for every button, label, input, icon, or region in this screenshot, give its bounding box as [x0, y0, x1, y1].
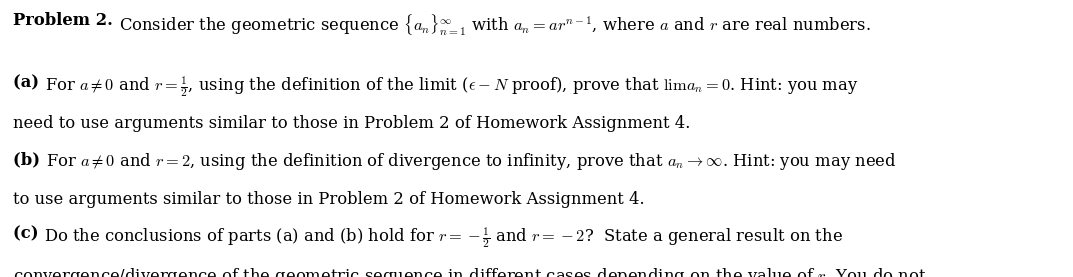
Text: Consider the geometric sequence $\{a_n\}_{n=1}^{\infty}$ with $a_n = ar^{n-1}$, : Consider the geometric sequence $\{a_n\}… — [118, 12, 870, 38]
Text: For $a \neq 0$ and $r = \frac{1}{2}$, using the definition of the limit ($\epsil: For $a \neq 0$ and $r = \frac{1}{2}$, us… — [45, 75, 858, 100]
Text: For $a \neq 0$ and $r = 2$, using the definition of divergence to infinity, prov: For $a \neq 0$ and $r = 2$, using the de… — [46, 151, 896, 172]
Text: to use arguments similar to those in Problem 2 of Homework Assignment 4.: to use arguments similar to those in Pro… — [13, 191, 645, 208]
Text: (a): (a) — [13, 75, 45, 92]
Text: (c): (c) — [13, 226, 44, 243]
Text: Do the conclusions of parts (a) and (b) hold for $r = -\frac{1}{2}$ and $r = -2$: Do the conclusions of parts (a) and (b) … — [44, 226, 843, 251]
Text: convergence/divergence of the geometric sequence in different cases depending on: convergence/divergence of the geometric … — [13, 266, 926, 277]
Text: (b): (b) — [13, 151, 46, 168]
Text: Problem 2.: Problem 2. — [13, 12, 118, 29]
Text: need to use arguments similar to those in Problem 2 of Homework Assignment 4.: need to use arguments similar to those i… — [13, 115, 690, 132]
